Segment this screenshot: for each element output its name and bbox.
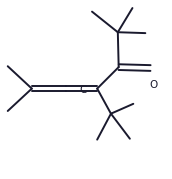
Text: C: C [80, 85, 87, 95]
Text: O: O [150, 80, 158, 90]
